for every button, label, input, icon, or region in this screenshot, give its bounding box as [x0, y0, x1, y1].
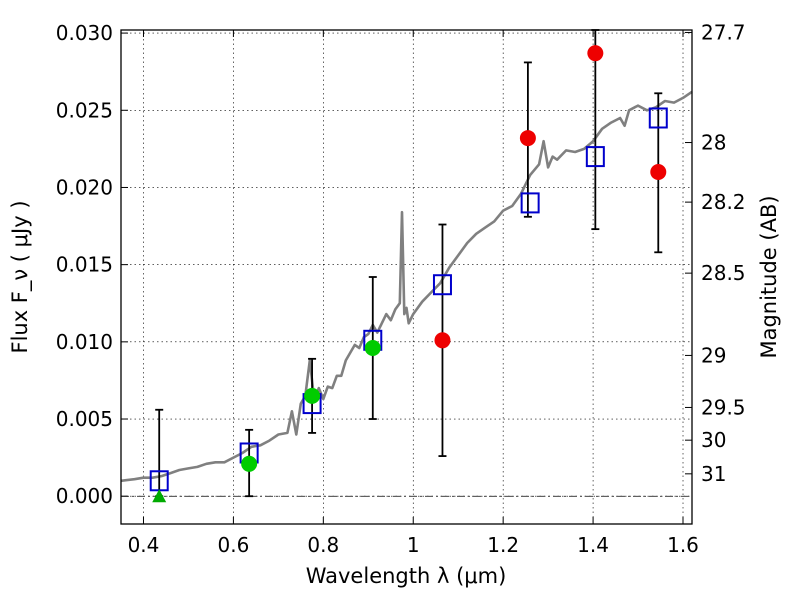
- data-point-triangle: [152, 489, 167, 503]
- x-tick-label: 1.6: [667, 533, 699, 557]
- y-axis-label: Flux F_ν ( μJy ): [8, 200, 33, 353]
- data-point-circle: [434, 332, 451, 349]
- x-tick-label: 1.4: [577, 533, 609, 557]
- magnitude-tick-label: 29: [701, 343, 726, 367]
- x-axis-label: Wavelength λ (μm): [306, 564, 507, 588]
- x-tick-label: 1: [407, 533, 420, 557]
- magnitude-tick-labels: 27.7 28 28.2 28.5 29 29.5 30 31: [701, 20, 746, 485]
- x-tick-label: 1.2: [487, 533, 519, 557]
- magnitude-tick-label: 31: [701, 462, 726, 486]
- y-tick-labels: 0.000 0.005 0.010 0.015 0.020 0.025 0.030: [56, 21, 113, 508]
- y-tick-label: 0.015: [56, 253, 113, 277]
- y-tick-label: 0.010: [56, 330, 113, 354]
- data-markers: [149, 45, 668, 503]
- y-tick-label: 0.030: [56, 21, 113, 45]
- magnitude-tick-label: 28: [701, 131, 726, 155]
- magnitude-tick-label: 27.7: [701, 20, 746, 44]
- data-point-square: [432, 274, 452, 296]
- magnitude-tick-label: 28.5: [701, 261, 746, 285]
- data-point-square: [648, 107, 668, 129]
- magnitude-tick-label: 28.2: [701, 190, 746, 214]
- x-tick-label: 0.4: [128, 533, 160, 557]
- data-point-circle: [304, 387, 321, 404]
- x-tick-label: 0.6: [217, 533, 249, 557]
- data-point-circle: [587, 45, 604, 62]
- error-bars: [155, 29, 663, 498]
- y-tick-label: 0.020: [56, 175, 113, 199]
- magnitude-tick-label: 29.5: [701, 395, 746, 419]
- right-axis-label: Magnitude (AB): [757, 195, 781, 358]
- data-point-circle: [650, 164, 667, 181]
- data-point-circle: [519, 130, 536, 147]
- model-spectrum-line: [120, 90, 693, 483]
- x-tick-labels: 0.4 0.6 0.8 1 1.2 1.4 1.6: [128, 533, 699, 557]
- model-spectrum: [120, 90, 693, 483]
- x-tick-label: 0.8: [307, 533, 339, 557]
- y-tick-label: 0.000: [56, 484, 113, 508]
- plot-frame: [120, 29, 693, 525]
- data-point-circle: [364, 340, 381, 357]
- axis-ticks: [121, 30, 692, 524]
- data-point-circle: [241, 455, 258, 472]
- y-tick-label: 0.025: [56, 98, 113, 122]
- grid-lines: [121, 30, 692, 524]
- data-point-square: [520, 192, 540, 214]
- data-point-square: [585, 146, 605, 168]
- y-tick-label: 0.005: [56, 407, 113, 431]
- magnitude-tick-label: 30: [701, 428, 726, 452]
